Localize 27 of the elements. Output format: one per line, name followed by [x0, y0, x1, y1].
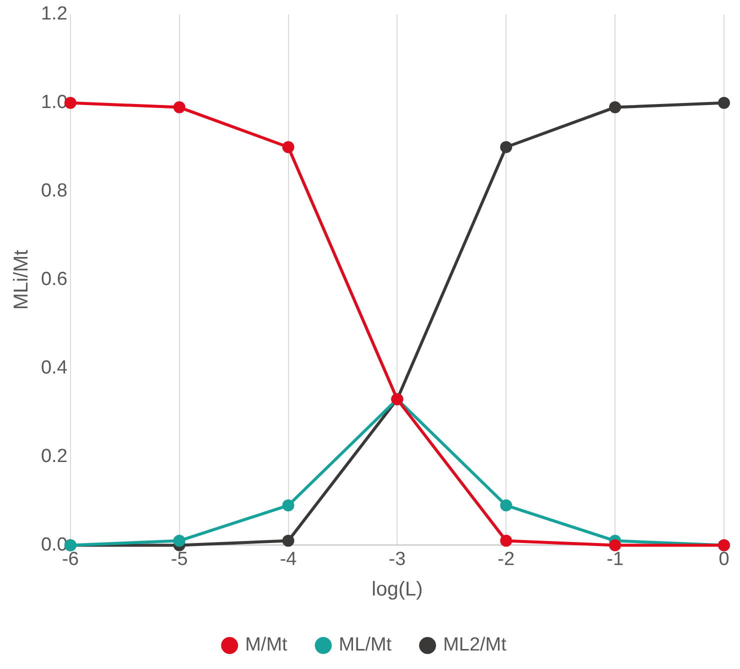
x-tick-label: -5: [170, 548, 188, 570]
y-tick-label: 1.2: [40, 4, 68, 25]
y-axis-title: MLi/Mt: [10, 249, 33, 310]
point: [609, 539, 622, 552]
x-tick-label: -4: [280, 548, 298, 570]
y-tick-label: 0.2: [40, 446, 68, 467]
y-tick-label: 0.8: [40, 180, 68, 202]
legend-label: ML/Mt: [338, 634, 392, 656]
legend-label: ML2/Mt: [443, 634, 508, 656]
point: [500, 141, 512, 154]
point: [718, 96, 730, 109]
x-tick-label: -2: [498, 548, 515, 570]
y-tick-label: 0.6: [40, 269, 68, 290]
x-tick-label: -1: [606, 548, 624, 570]
legend-label: M/Mt: [245, 634, 288, 656]
point: [282, 499, 294, 512]
y-tick-label: 0.4: [40, 358, 68, 378]
point: [609, 101, 622, 114]
point: [282, 534, 294, 547]
x-axis-title: log(L): [372, 578, 423, 601]
point: [500, 534, 512, 547]
point: [173, 534, 186, 547]
point: [173, 101, 186, 114]
x-tick-label: 0: [718, 548, 730, 570]
point: [500, 499, 512, 512]
point: [282, 141, 294, 154]
x-tick-label: -3: [388, 548, 406, 570]
